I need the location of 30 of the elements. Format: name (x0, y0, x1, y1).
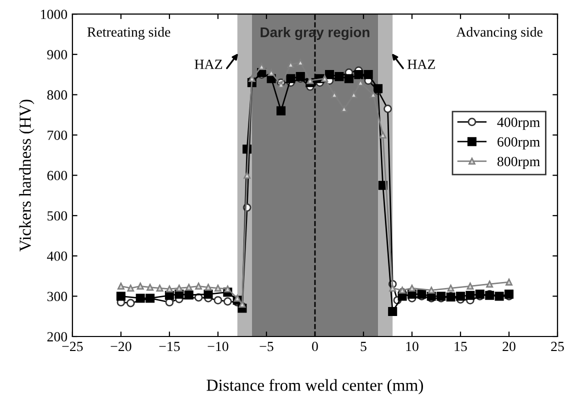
x-tick-label: 25 (551, 342, 564, 352)
y-axis-title: Vickers hardness (HV) (19, 100, 34, 252)
x-axis-title: Distance from weld center (mm) (206, 378, 423, 394)
x-tick-label: 0 (312, 342, 318, 352)
x-tick-label: −15 (159, 342, 180, 352)
y-tick-label: 800 (47, 90, 68, 100)
y-tick-label: 600 (47, 170, 68, 180)
x-tick-label: 5 (360, 342, 366, 352)
x-tick-label: 20 (502, 342, 516, 352)
legend-label: 800rpm (497, 156, 540, 170)
y-tick-label: 900 (47, 50, 68, 60)
x-tick-label: 15 (454, 342, 467, 352)
band-label: Dark gray region (260, 27, 370, 40)
x-tick-label: −10 (208, 342, 228, 352)
x-tick-label: −20 (110, 342, 132, 352)
x-tick-label: −25 (62, 342, 83, 352)
x-tick-label: −5 (260, 342, 274, 352)
y-tick-label: 1000 (41, 10, 68, 20)
y-tick-label: 400 (47, 251, 68, 261)
x-tick-label: 10 (406, 342, 418, 352)
y-tick-label: 300 (47, 292, 68, 302)
legend-label: 600rpm (498, 137, 540, 150)
legend-label: 400rpm (497, 118, 540, 130)
y-tick-label: 200 (47, 332, 68, 342)
annotation: Advancing side (456, 27, 542, 40)
annotation: Retreating side (87, 27, 170, 40)
annotation: HAZ (194, 60, 222, 69)
y-tick-label: 500 (48, 211, 68, 221)
y-tick-label: 700 (48, 130, 68, 140)
annotation: HAZ (408, 60, 435, 69)
